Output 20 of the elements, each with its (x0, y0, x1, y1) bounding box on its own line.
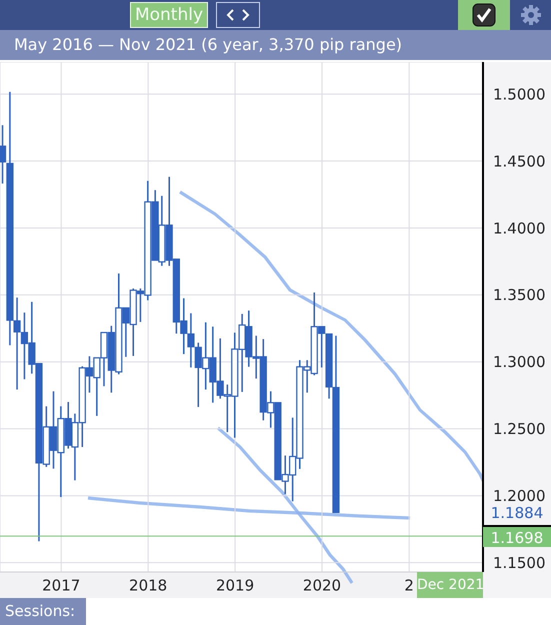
chart-title: May 2016 — Nov 2021 (6 year, 3,370 pip range) (14, 35, 402, 54)
text: 1.1884 (490, 504, 544, 522)
y-tick-label: 1.2500 (493, 420, 546, 438)
y-tick-label: 1.3000 (493, 353, 546, 372)
y-tick-label: 1.3500 (493, 286, 546, 304)
x-tick-label: 2020 (302, 576, 342, 595)
y-tick-label: 1.5000 (493, 85, 546, 104)
text: Sessions: (5, 602, 76, 620)
x-tick-label: 2017 (42, 576, 80, 595)
x-tick-label: 2019 (216, 576, 254, 595)
chart-subtitle: Monthly (134, 5, 204, 25)
ref-line-label: 1.1698 (483, 525, 551, 548)
x-tick-label: 2018 (129, 576, 168, 595)
y-tick-label: 1.2000 (493, 487, 546, 506)
text: Dec 2021 (417, 577, 484, 593)
y-tick-label: 1.4500 (493, 152, 546, 170)
y-tick-label: 1.1500 (493, 554, 546, 572)
candlestick (0, 124, 6, 184)
x-tick-label: 2 (404, 576, 414, 595)
y-tick-label: 1.4000 (493, 219, 546, 238)
